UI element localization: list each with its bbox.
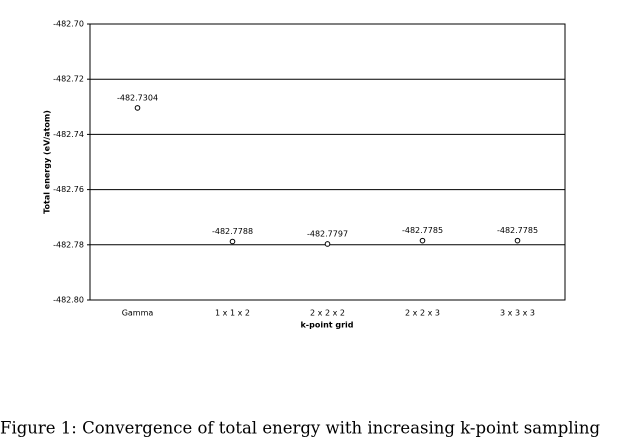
x-axis-label: k-point grid — [300, 321, 353, 330]
data-point — [514, 237, 521, 244]
y-tick-label: -482.72 — [53, 75, 84, 84]
data-point — [134, 105, 141, 111]
data-point — [419, 237, 426, 244]
x-tick-label: Gamma — [122, 309, 154, 318]
x-tick-label: 1 x 1 x 2 — [215, 309, 250, 318]
y-tick-label: -482.74 — [53, 130, 84, 139]
x-tick-label: 2 x 2 x 2 — [310, 309, 345, 318]
y-tick-label: -482.76 — [53, 185, 84, 194]
data-label: -482.7785 — [402, 226, 443, 235]
x-tick-label: 2 x 2 x 3 — [405, 309, 440, 318]
plot-frame — [89, 23, 566, 301]
y-tick-label: -482.80 — [53, 296, 84, 305]
data-point — [229, 238, 236, 245]
y-axis-label: Total energy (eV/atom) — [43, 110, 52, 214]
data-label: -482.7788 — [212, 227, 253, 236]
y-tick-label: -482.70 — [53, 20, 84, 29]
data-label: -482.7797 — [307, 229, 348, 238]
caption: Figure 1: Convergence of total energy wi… — [0, 419, 600, 438]
data-point — [324, 241, 331, 247]
data-label: -482.7785 — [497, 226, 538, 235]
y-tick-label: -482.78 — [53, 240, 84, 249]
x-tick-label: 3 x 3 x 3 — [500, 309, 535, 318]
data-label: -482.7304 — [117, 93, 158, 102]
